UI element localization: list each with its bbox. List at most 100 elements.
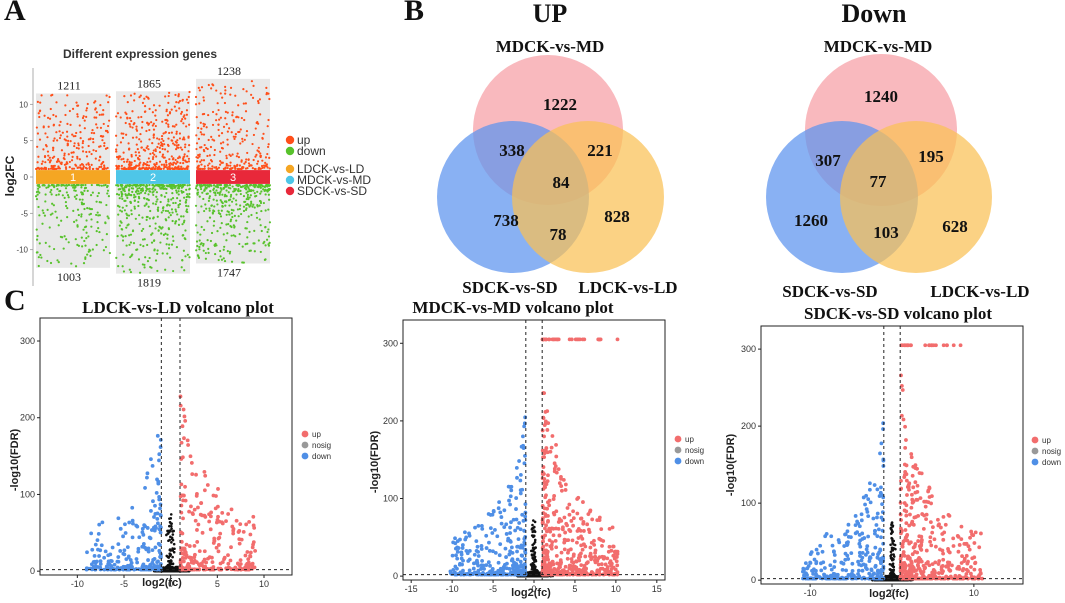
deg-down-point <box>200 205 203 208</box>
volcano-x-tick-label: -10 <box>71 579 84 589</box>
deg-up-point <box>187 150 190 153</box>
deg-down-point <box>119 209 122 212</box>
deg-up-point <box>47 167 50 171</box>
deg-up-point <box>36 132 40 135</box>
deg-down-point <box>223 195 226 198</box>
deg-down-point <box>146 260 150 263</box>
deg-down-point <box>104 221 107 224</box>
volcano-down-point <box>128 558 133 562</box>
deg-down-point <box>87 235 90 238</box>
deg-up-point <box>46 136 49 139</box>
volcano-nosig-point <box>530 568 534 571</box>
volcano-up-point <box>588 545 593 550</box>
deg-down-point <box>136 248 139 251</box>
deg-down-point <box>133 205 136 208</box>
deg-up-point <box>42 125 45 128</box>
volcano-down-point <box>155 560 160 565</box>
deg-down-point <box>59 189 62 193</box>
deg-down-point <box>268 221 272 224</box>
deg-up-point <box>100 163 103 166</box>
deg-down-point <box>199 187 203 191</box>
deg-up-point <box>67 153 70 156</box>
volcano-up-point <box>559 488 564 493</box>
deg-down-point <box>210 184 213 187</box>
deg-up-point <box>125 133 128 136</box>
venn-up-region-s-only: 738 <box>493 211 519 230</box>
volcano-up-point <box>555 561 560 566</box>
deg-up-point <box>92 149 95 152</box>
volcano-down-point <box>122 552 127 557</box>
volcano-down-point <box>157 495 162 499</box>
deg-up-point <box>151 151 155 155</box>
deg-down-point <box>206 220 209 223</box>
volcano-up-point <box>569 557 574 561</box>
deg-up-point <box>86 102 89 106</box>
deg-up-point <box>76 115 79 118</box>
deg-down-point <box>63 235 66 238</box>
deg-up-point <box>85 155 89 158</box>
deg-up-point <box>163 143 166 146</box>
deg-up-point <box>187 95 190 99</box>
deg-down-point <box>246 193 249 196</box>
deg-down-point <box>177 218 181 221</box>
deg-down-point <box>154 259 158 262</box>
volcano-down-point <box>118 549 123 553</box>
volcano-up-point <box>545 500 550 505</box>
deg-down-point <box>206 192 209 195</box>
deg-up-count: 1211 <box>57 78 81 92</box>
volcano-up-point <box>590 517 595 522</box>
deg-up-point <box>184 167 187 170</box>
deg-up-point <box>261 166 264 170</box>
deg-down-point <box>160 186 163 189</box>
volcano-down-point <box>152 515 156 519</box>
deg-up-point <box>198 153 201 156</box>
deg-up-point <box>250 93 253 96</box>
volcano-up-point <box>178 403 183 408</box>
deg-group-band <box>36 170 110 184</box>
deg-down-point <box>81 183 85 187</box>
deg-up-point <box>210 135 213 138</box>
deg-down-point <box>264 193 267 196</box>
volcano-legend-dot <box>301 441 309 449</box>
deg-legend-label: down <box>297 144 326 158</box>
volcano-nosig-point <box>165 554 169 558</box>
volcano-up-point <box>202 488 207 493</box>
deg-down-point <box>164 232 167 235</box>
deg-down-point <box>66 193 70 197</box>
deg-up-point <box>164 95 167 98</box>
volcano-up-point <box>246 560 251 565</box>
deg-up-point <box>94 108 97 111</box>
deg-down-point <box>195 224 198 227</box>
deg-down-point <box>175 189 178 192</box>
deg-up-point <box>141 101 145 105</box>
deg-up-point <box>217 108 220 112</box>
deg-down-point <box>217 209 220 212</box>
deg-down-point <box>212 184 216 187</box>
volcano-up-point <box>183 498 188 503</box>
deg-down-point <box>147 193 150 196</box>
deg-up-point <box>231 114 234 117</box>
volcano-up-point <box>192 507 197 512</box>
deg-up-point <box>128 117 132 120</box>
volcano-up-point <box>578 528 583 533</box>
deg-down-point <box>260 190 263 193</box>
volcano-up-point <box>208 527 213 532</box>
deg-down-point <box>61 183 64 187</box>
deg-down-point <box>215 199 218 202</box>
deg-up-point <box>115 115 118 118</box>
deg-down-point <box>57 261 60 264</box>
deg-up-point <box>66 94 69 97</box>
deg-up-point <box>226 143 229 146</box>
deg-down-point <box>162 233 165 236</box>
deg-down-point <box>237 187 240 191</box>
volcano-down-point <box>149 528 154 532</box>
deg-up-point <box>218 134 221 137</box>
deg-up-point <box>116 144 119 147</box>
venn-up-region-s-l: 78 <box>550 225 567 244</box>
deg-down-point <box>152 202 155 205</box>
deg-down-point <box>188 184 191 187</box>
deg-down-point <box>172 269 175 273</box>
volcano-up-point <box>610 525 615 530</box>
deg-up-point <box>138 158 141 161</box>
volcano-down-point <box>116 542 121 547</box>
